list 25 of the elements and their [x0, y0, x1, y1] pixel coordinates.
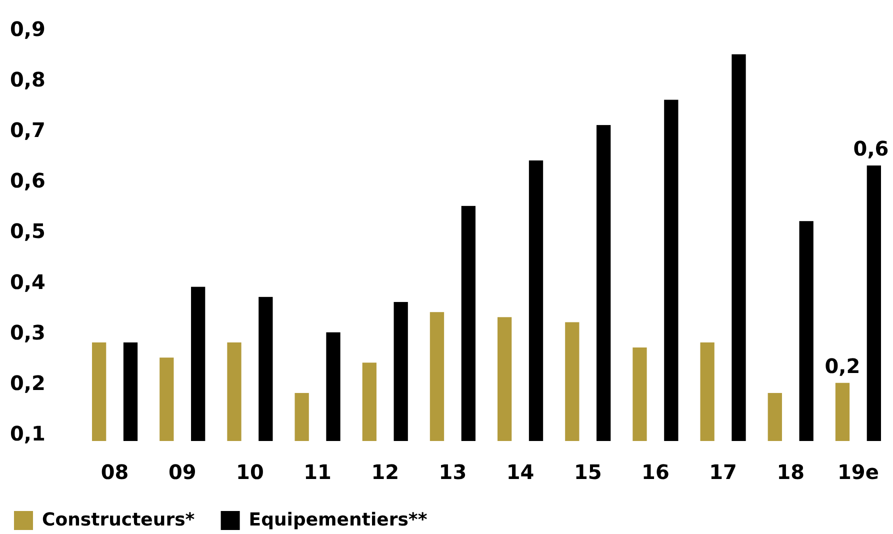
- x-tick-label: 17: [709, 460, 737, 484]
- x-tick-label: 16: [642, 460, 670, 484]
- y-tick-label: 0,7: [10, 118, 46, 142]
- x-tick-label: 12: [371, 460, 400, 484]
- y-tick-label: 0,2: [10, 370, 46, 395]
- y-tick-label: 0,3: [10, 320, 46, 344]
- x-tick-label: 13: [438, 460, 467, 484]
- y-tick-label: 0,9: [10, 17, 46, 41]
- legend-label: Equipementiers**: [248, 510, 428, 530]
- x-tick-label: 19e: [838, 460, 879, 484]
- x-tick-label: 11: [304, 460, 332, 484]
- y-tick-label: 0,5: [10, 219, 46, 244]
- x-tick-label: 10: [236, 460, 264, 484]
- legend-label: Constructeurs*: [42, 510, 196, 530]
- data-label: 0,6: [853, 136, 889, 160]
- y-tick-label: 0,8: [10, 68, 46, 92]
- y-tick-label: 0,1: [10, 421, 46, 446]
- x-tick-label: 14: [506, 460, 534, 484]
- y-tick-label: 0,6: [10, 168, 46, 193]
- x-tick-label: 09: [168, 460, 196, 484]
- y-tick-label: 0,4: [10, 270, 46, 294]
- x-tick-label: 18: [776, 460, 805, 484]
- x-tick-label: 08: [100, 460, 129, 484]
- data-label: 0,2: [824, 354, 860, 378]
- x-tick-label: 15: [574, 460, 602, 484]
